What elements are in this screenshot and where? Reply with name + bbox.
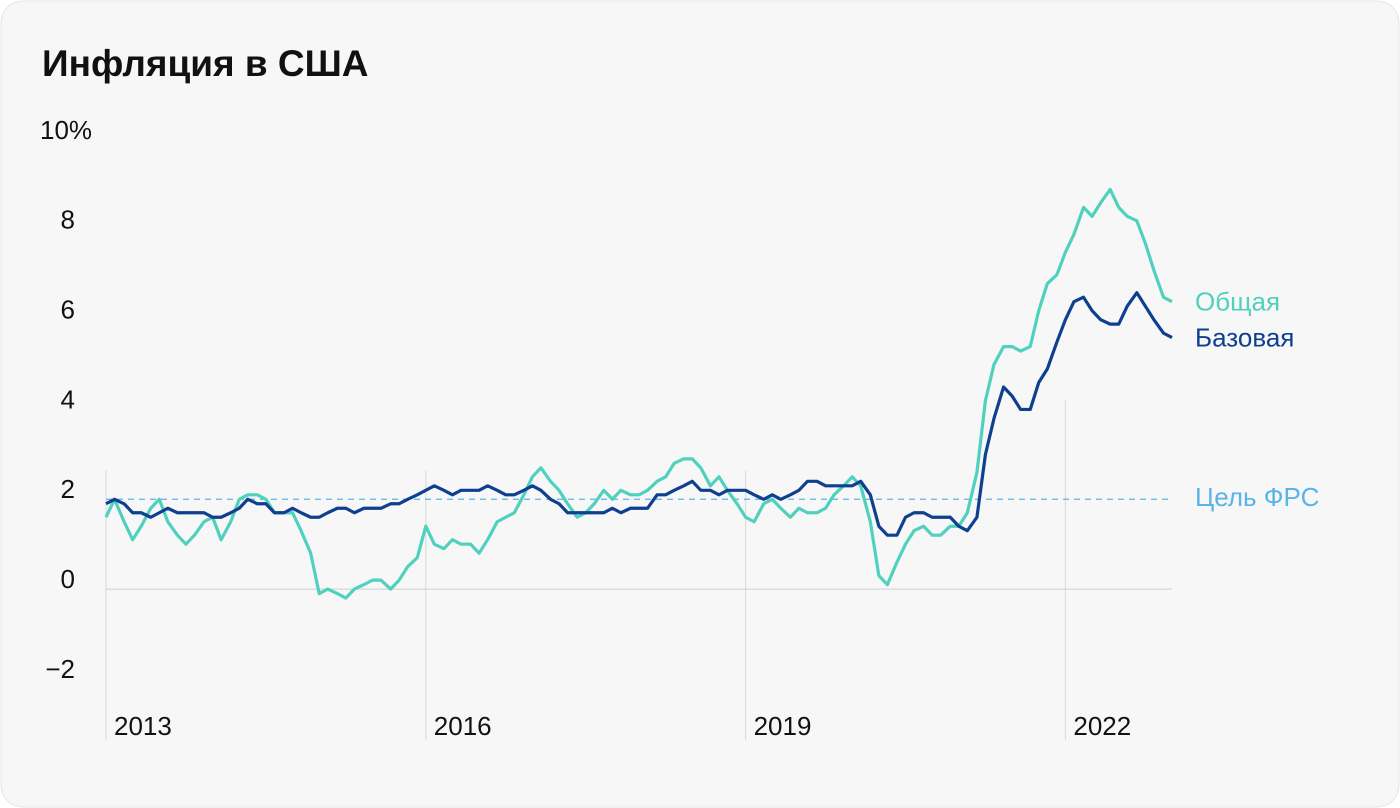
y-tick-label: 4 bbox=[61, 384, 75, 414]
y-tick-label: −2 bbox=[45, 654, 75, 684]
legend-label: Базовая bbox=[1195, 322, 1294, 352]
y-tick-label: 0 bbox=[61, 564, 75, 594]
target-label: Цель ФРС bbox=[1195, 482, 1319, 512]
y-tick-label: 6 bbox=[61, 295, 75, 325]
x-tick-label: 2019 bbox=[754, 711, 812, 741]
series-line bbox=[105, 291, 1173, 537]
chart-title: Инфляция в США bbox=[42, 43, 369, 84]
legend-label: Общая bbox=[1195, 287, 1280, 317]
x-tick-label: 2016 bbox=[434, 711, 492, 741]
x-tick-label: 2022 bbox=[1073, 711, 1131, 741]
y-tick-label: 2 bbox=[61, 474, 75, 504]
y-tick-label: 8 bbox=[61, 205, 75, 235]
y-tick-label: 10% bbox=[40, 115, 92, 145]
x-tick-label: 2013 bbox=[114, 711, 172, 741]
